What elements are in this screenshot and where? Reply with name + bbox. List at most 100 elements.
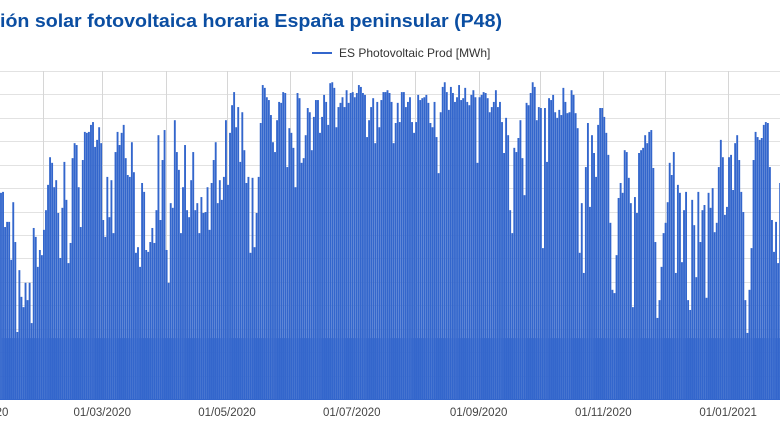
data-bar xyxy=(558,109,561,399)
data-bar xyxy=(427,102,430,400)
data-bar xyxy=(595,176,598,399)
data-bar xyxy=(496,107,499,399)
data-bar xyxy=(525,102,528,400)
data-bar xyxy=(214,142,217,399)
data-bar xyxy=(384,92,387,399)
data-bar xyxy=(470,94,473,400)
data-bar xyxy=(155,210,158,399)
data-bar xyxy=(507,135,510,399)
data-bar xyxy=(402,92,405,399)
legend[interactable]: ES Photovoltaic Prod [MWh] xyxy=(312,46,490,60)
data-bar xyxy=(593,153,595,399)
data-bar xyxy=(374,143,377,399)
data-bar xyxy=(333,87,336,400)
data-bar xyxy=(394,123,397,399)
data-bar xyxy=(670,175,673,399)
data-bar xyxy=(83,131,86,399)
data-bar xyxy=(57,212,60,399)
data-bar xyxy=(4,227,7,399)
x-tick-label: 01/05/2020 xyxy=(198,407,256,419)
data-bar xyxy=(243,150,246,399)
data-bar xyxy=(227,184,229,399)
data-bar xyxy=(18,270,21,399)
data-bar xyxy=(49,157,52,399)
data-bar xyxy=(488,112,491,399)
data-bar xyxy=(177,169,180,399)
data-bar xyxy=(754,131,757,399)
data-bar xyxy=(535,120,538,399)
data-bar xyxy=(112,233,115,399)
data-bar xyxy=(666,202,669,399)
data-bar xyxy=(192,152,195,399)
data-bar xyxy=(212,160,215,399)
x-tick-label: 01/01/2021 xyxy=(699,407,757,419)
data-bar xyxy=(319,132,321,399)
data-bar xyxy=(640,150,643,399)
data-bar xyxy=(351,92,354,399)
data-bar xyxy=(519,120,522,399)
data-bar xyxy=(353,97,356,400)
data-bar xyxy=(349,93,352,400)
data-bar xyxy=(456,97,458,400)
data-bar xyxy=(269,115,272,400)
data-bar xyxy=(343,107,346,399)
data-bar xyxy=(492,101,495,400)
data-bar xyxy=(327,124,330,399)
data-bar xyxy=(652,167,655,399)
data-bar xyxy=(511,233,514,399)
data-bar xyxy=(8,221,11,399)
data-bar xyxy=(386,90,389,400)
data-bar xyxy=(423,97,426,400)
data-bar xyxy=(760,138,763,399)
data-bar xyxy=(597,124,600,399)
data-bar xyxy=(586,123,589,399)
data-bar xyxy=(564,101,567,400)
data-bar xyxy=(611,289,614,399)
data-bar xyxy=(169,203,172,399)
data-bar xyxy=(556,117,559,400)
data-bar xyxy=(486,98,489,400)
data-bar xyxy=(47,184,49,399)
data-bar xyxy=(732,190,735,399)
data-bar xyxy=(515,152,518,399)
data-bar xyxy=(159,220,162,399)
data-bar xyxy=(462,98,465,400)
data-bar xyxy=(235,127,238,399)
data-bar xyxy=(36,266,39,399)
x-axis-ticks: 01/01/2020 01/03/2020 01/05/2020 01/07/2… xyxy=(0,407,757,419)
data-bar xyxy=(748,289,751,399)
data-bar xyxy=(312,116,315,400)
data-bar xyxy=(106,176,109,399)
data-bar xyxy=(253,247,256,399)
data-bar xyxy=(200,197,203,399)
x-tick-label: 01/09/2020 xyxy=(450,407,508,419)
data-bar xyxy=(396,102,399,400)
data-bar xyxy=(45,210,47,399)
data-bar xyxy=(364,94,366,400)
data-bar xyxy=(750,248,753,399)
data-bar xyxy=(758,139,761,399)
data-bar xyxy=(216,203,219,399)
data-bar xyxy=(576,128,579,400)
data-bar xyxy=(67,263,70,399)
data-bar xyxy=(404,107,407,399)
data-bar xyxy=(163,130,166,400)
data-bar xyxy=(390,101,393,400)
data-bar xyxy=(627,177,630,399)
legend-label: ES Photovoltaic Prod [MWh] xyxy=(339,46,490,60)
data-bar xyxy=(629,203,632,399)
data-bar xyxy=(435,137,438,399)
data-bar xyxy=(574,113,577,400)
data-bar xyxy=(288,128,291,400)
data-bar xyxy=(433,101,436,400)
data-bar xyxy=(190,180,193,399)
data-bar xyxy=(460,100,463,400)
data-bar xyxy=(591,135,593,399)
data-bar xyxy=(415,122,418,399)
data-bar xyxy=(634,197,636,399)
data-bar xyxy=(607,154,610,399)
data-bar xyxy=(740,191,743,399)
data-bar xyxy=(625,152,628,399)
data-bar xyxy=(87,131,90,399)
data-bar xyxy=(409,97,411,400)
